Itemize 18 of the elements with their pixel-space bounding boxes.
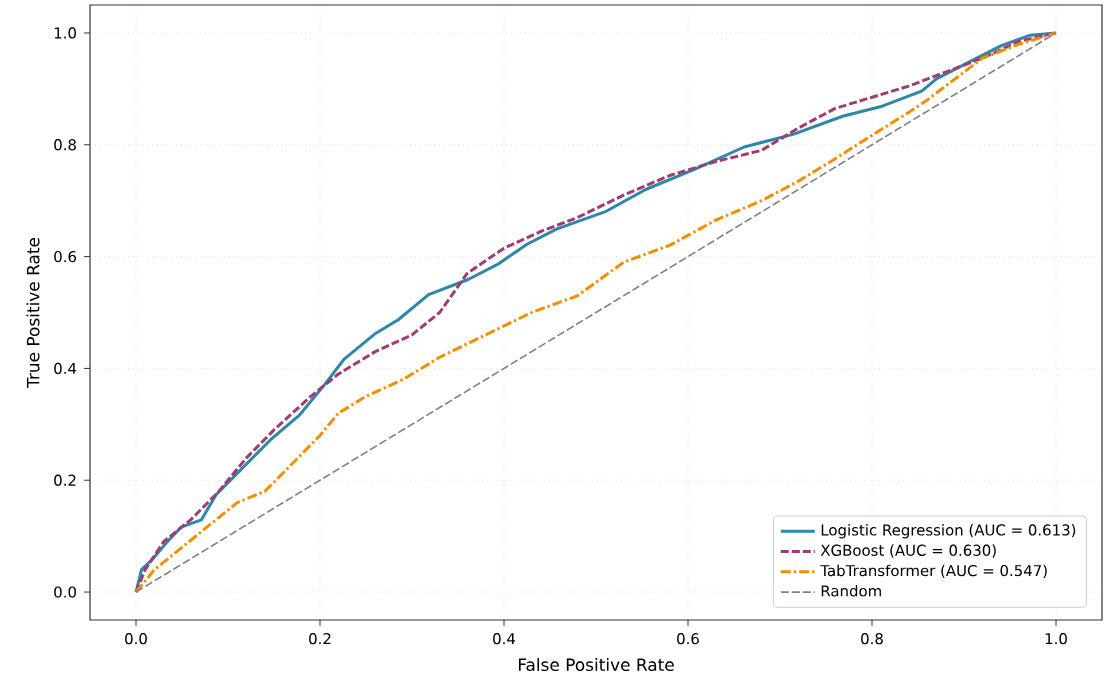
legend-label: Random	[821, 585, 881, 597]
y-tick-label: 0.6	[54, 250, 77, 263]
y-tick-label: 0.4	[54, 362, 77, 375]
legend-label: TabTransformer (AUC = 0.547)	[820, 564, 1047, 578]
y-tick-label: 0.2	[54, 474, 76, 486]
legend-label: XGBoost (AUC = 0.630)	[820, 544, 996, 558]
x-tick-label: 0.8	[861, 633, 883, 645]
y-tick-label: 0.0	[54, 586, 76, 598]
y-axis-title: True Positive Rate	[26, 237, 40, 388]
x-tick-label: 0.6	[677, 633, 699, 645]
x-axis-title: False Positive Rate	[518, 657, 674, 672]
y-tick-label: 0.8	[54, 139, 76, 151]
x-tick-label: 0.0	[125, 633, 147, 645]
y-tick-label: 1.0	[54, 27, 76, 39]
x-tick-label: 1.0	[1045, 633, 1067, 645]
x-tick-label: 0.2	[309, 633, 331, 645]
x-tick-label: 0.4	[493, 633, 516, 645]
legend-label: Logistic Regression (AUC = 0.613)	[821, 524, 1076, 539]
